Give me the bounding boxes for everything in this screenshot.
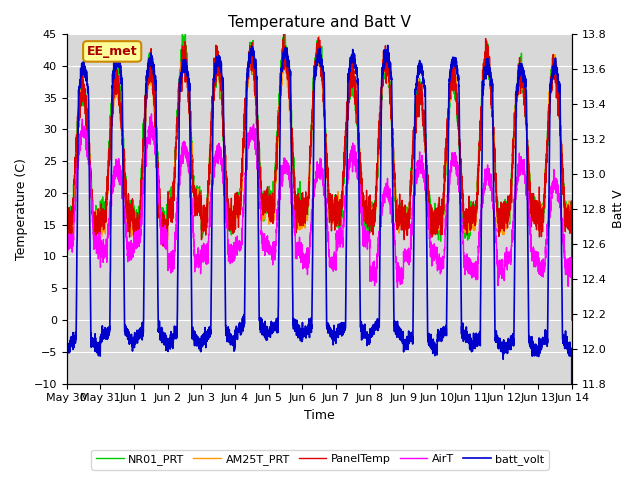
AirT: [568, 317, 576, 323]
Y-axis label: Batt V: Batt V: [612, 190, 625, 228]
NR01_PRT: [568, 216, 575, 222]
NR01_PRT: [300, 208, 308, 214]
Legend: NR01_PRT, AM25T_PRT, PanelTemp, AirT, batt_volt: NR01_PRT, AM25T_PRT, PanelTemp, AirT, ba…: [92, 450, 548, 469]
AM25T_PRT: [316, 33, 323, 39]
Line: AM25T_PRT: AM25T_PRT: [67, 36, 572, 320]
AirT: [568, 264, 575, 270]
AirT: [63, 242, 70, 248]
Y-axis label: Temperature (C): Temperature (C): [15, 158, 28, 260]
batt_volt: [433, 347, 440, 352]
AirT: [148, 111, 156, 117]
batt_volt: [404, 336, 412, 341]
Title: Temperature and Batt V: Temperature and Batt V: [228, 15, 411, 30]
PanelTemp: [568, 317, 576, 323]
AM25T_PRT: [568, 204, 575, 210]
PanelTemp: [433, 211, 440, 216]
Line: NR01_PRT: NR01_PRT: [67, 30, 572, 320]
NR01_PRT: [433, 215, 440, 220]
X-axis label: Time: Time: [304, 409, 335, 422]
PanelTemp: [568, 217, 575, 223]
NR01_PRT: [154, 151, 161, 157]
NR01_PRT: [568, 317, 576, 323]
PanelTemp: [154, 156, 161, 162]
AM25T_PRT: [63, 229, 70, 235]
AM25T_PRT: [154, 157, 161, 163]
Line: AirT: AirT: [67, 114, 572, 320]
PanelTemp: [461, 216, 468, 222]
batt_volt: [384, 43, 392, 48]
AM25T_PRT: [433, 224, 440, 229]
batt_volt: [63, 342, 70, 348]
AM25T_PRT: [300, 216, 308, 222]
AM25T_PRT: [568, 317, 576, 323]
PanelTemp: [280, 30, 287, 36]
AirT: [300, 252, 308, 257]
Text: EE_met: EE_met: [87, 45, 138, 58]
PanelTemp: [300, 195, 308, 201]
AirT: [154, 166, 161, 171]
batt_volt: [461, 328, 468, 334]
Line: batt_volt: batt_volt: [67, 46, 572, 480]
NR01_PRT: [404, 218, 412, 224]
PanelTemp: [63, 225, 70, 231]
AM25T_PRT: [461, 221, 468, 227]
NR01_PRT: [182, 27, 189, 33]
AirT: [404, 249, 412, 254]
AirT: [461, 267, 468, 273]
batt_volt: [568, 348, 575, 353]
Line: PanelTemp: PanelTemp: [67, 33, 572, 320]
batt_volt: [154, 239, 161, 245]
batt_volt: [300, 326, 308, 332]
PanelTemp: [404, 223, 412, 229]
AM25T_PRT: [404, 221, 412, 227]
AirT: [433, 249, 440, 254]
NR01_PRT: [461, 235, 468, 241]
NR01_PRT: [63, 226, 70, 231]
